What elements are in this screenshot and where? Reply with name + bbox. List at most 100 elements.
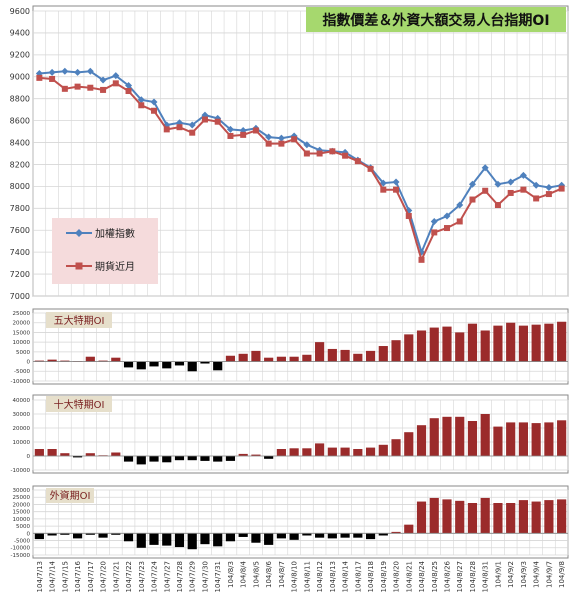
bar bbox=[518, 325, 529, 362]
panel2-bars bbox=[33, 414, 568, 465]
bar bbox=[238, 533, 248, 537]
bar bbox=[493, 325, 503, 362]
bar bbox=[149, 361, 159, 367]
futures-point bbox=[393, 186, 400, 193]
index-point bbox=[112, 72, 120, 80]
futures-point bbox=[482, 187, 489, 194]
bar bbox=[136, 456, 146, 465]
bar bbox=[200, 533, 210, 545]
bar bbox=[429, 327, 439, 362]
index-point bbox=[61, 67, 69, 75]
index-point bbox=[507, 178, 515, 186]
x-date-label: 104/9/4 bbox=[533, 560, 541, 588]
bar bbox=[123, 361, 134, 368]
bar bbox=[378, 533, 388, 536]
panel2-y-tick-labels: -10000 0 10000 20000 30000 40000 bbox=[11, 398, 31, 474]
bar bbox=[98, 533, 108, 538]
x-date-label: 104/8/13 bbox=[329, 561, 337, 592]
y-tick-label: 5000 bbox=[16, 350, 30, 356]
y-tick-label: 25000 bbox=[13, 495, 31, 501]
futures-point bbox=[112, 80, 119, 87]
futures-point bbox=[278, 140, 285, 147]
y-tick-label: -5000 bbox=[14, 538, 30, 544]
x-date-label: 104/8/21 bbox=[405, 561, 413, 592]
bar bbox=[162, 533, 172, 546]
y-tick-label: -15000 bbox=[11, 553, 31, 559]
futures-point bbox=[176, 124, 183, 131]
bar bbox=[506, 503, 516, 534]
futures-point bbox=[316, 150, 323, 157]
x-date-label: 104/7/15 bbox=[61, 561, 69, 592]
futures-point bbox=[265, 140, 272, 147]
x-date-label: 104/7/17 bbox=[87, 561, 95, 592]
y-tick-label: 8600 bbox=[10, 116, 30, 125]
futures-point bbox=[138, 102, 145, 109]
bar bbox=[365, 350, 376, 362]
x-date-label: 104/8/24 bbox=[418, 560, 426, 592]
x-date-label: 104/7/13 bbox=[36, 561, 44, 592]
bar bbox=[149, 456, 159, 462]
index-point bbox=[125, 82, 133, 90]
futures-point bbox=[87, 84, 94, 91]
legend-label-futures: 期貨近月 bbox=[95, 260, 135, 273]
futures-point bbox=[252, 127, 259, 134]
chart-title-box: 指數價差＆外資大額交易人台指期OI bbox=[306, 7, 566, 32]
y-tick-label: 10000 bbox=[13, 340, 31, 346]
x-date-label: 104/9/2 bbox=[507, 561, 515, 588]
x-date-label: 104/8/10 bbox=[291, 561, 299, 592]
bar bbox=[111, 533, 121, 535]
bar bbox=[429, 418, 439, 456]
bar bbox=[442, 416, 452, 456]
bar bbox=[391, 340, 401, 362]
index-point bbox=[494, 180, 502, 188]
bar bbox=[149, 533, 159, 545]
bar bbox=[531, 324, 541, 362]
index-point bbox=[265, 133, 273, 141]
bar bbox=[111, 357, 121, 362]
y-tick-label: 25000 bbox=[13, 311, 31, 317]
y-tick-label: 7400 bbox=[10, 248, 30, 257]
x-date-label: 104/8/5 bbox=[252, 561, 260, 588]
index-point bbox=[379, 179, 387, 187]
bar bbox=[467, 323, 478, 362]
y-tick-label: 7200 bbox=[10, 270, 30, 279]
y-tick-label: 15000 bbox=[13, 330, 31, 336]
bar bbox=[251, 533, 261, 543]
x-date-label: 104/8/6 bbox=[265, 560, 273, 588]
y-tick-label: 7000 bbox=[10, 292, 30, 301]
bar bbox=[34, 449, 44, 456]
bar bbox=[251, 454, 261, 456]
futures-point bbox=[469, 196, 476, 203]
bar bbox=[353, 533, 363, 538]
x-date-label: 104/7/16 bbox=[74, 560, 82, 592]
index-point bbox=[226, 125, 234, 133]
x-date-label: 104/7/28 bbox=[176, 561, 184, 592]
legend: 加權指數 期貨近月 bbox=[52, 218, 158, 284]
index-point bbox=[456, 201, 464, 209]
futures-point bbox=[61, 85, 68, 92]
bar bbox=[391, 531, 401, 534]
bar bbox=[302, 354, 312, 362]
bar bbox=[480, 414, 490, 456]
futures-point bbox=[558, 185, 565, 192]
y-tick-label: 9000 bbox=[10, 73, 30, 82]
y-tick-label: 10000 bbox=[13, 517, 31, 523]
bar bbox=[289, 356, 299, 362]
futures-point bbox=[163, 126, 170, 133]
bar bbox=[123, 533, 134, 542]
bar bbox=[225, 456, 236, 461]
futures-point bbox=[329, 148, 336, 155]
legend-box bbox=[52, 218, 158, 284]
bar bbox=[467, 503, 478, 534]
futures-point bbox=[227, 132, 234, 139]
index-point bbox=[443, 212, 451, 220]
y-tick-label: 8800 bbox=[10, 94, 30, 103]
bar bbox=[213, 456, 223, 462]
x-date-label: 104/7/14 bbox=[49, 560, 57, 592]
x-date-label: 104/7/20 bbox=[100, 561, 108, 592]
bar bbox=[391, 439, 401, 456]
y-tick-label: 0 bbox=[27, 359, 31, 365]
x-date-label: 104/8/4 bbox=[240, 560, 248, 588]
y-tick-label: 8000 bbox=[10, 182, 30, 191]
bar bbox=[200, 456, 210, 461]
